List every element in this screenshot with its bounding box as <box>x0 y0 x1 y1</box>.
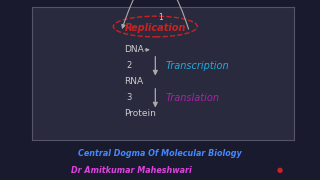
Text: ●: ● <box>277 167 283 173</box>
Text: Protein: Protein <box>124 109 156 118</box>
Text: Transcription: Transcription <box>166 61 229 71</box>
Text: RNA: RNA <box>124 77 143 86</box>
Text: Replication: Replication <box>124 23 186 33</box>
Text: DNA: DNA <box>124 45 144 54</box>
Text: 1: 1 <box>158 13 163 22</box>
Text: 2: 2 <box>126 61 132 70</box>
Text: 3: 3 <box>126 93 132 102</box>
Text: Translation: Translation <box>166 93 220 103</box>
Text: Central Dogma Of Molecular Biology: Central Dogma Of Molecular Biology <box>78 149 242 158</box>
Text: Dr Amitkumar Maheshwari: Dr Amitkumar Maheshwari <box>71 166 192 175</box>
